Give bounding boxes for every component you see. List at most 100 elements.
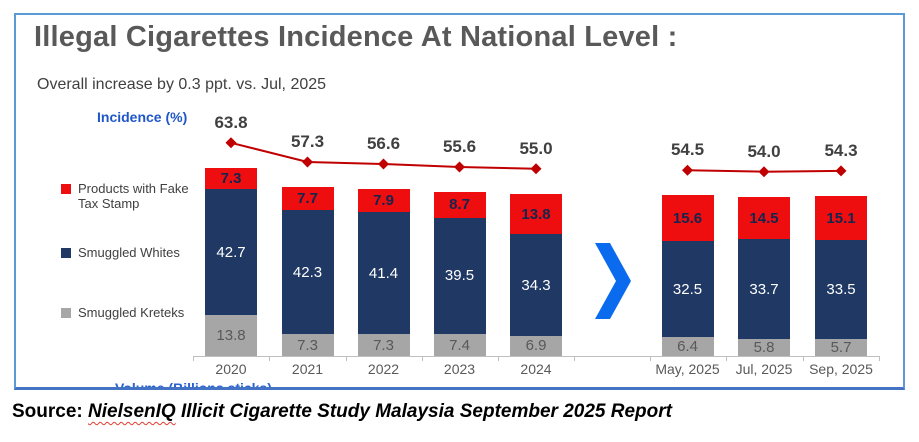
incidence-value-label: 63.8 — [214, 112, 248, 132]
segment-value-label: 42.3 — [292, 263, 323, 281]
segment-value-label: 6.9 — [525, 337, 547, 355]
x-axis-label: 2023 — [443, 361, 476, 377]
x-axis-tick — [345, 356, 347, 361]
incidence-value-label: 54.3 — [824, 140, 858, 160]
source-report-name-rest: Illicit Cigarette Study Malaysia Septemb… — [180, 401, 672, 422]
legend-label: Smuggled Kreteks — [78, 305, 185, 320]
bar-segment: 6.4 — [661, 337, 714, 356]
segment-value-label: 7.4 — [449, 336, 470, 354]
bar-segment: 7.3 — [281, 334, 334, 356]
segment-value-label: 7.3 — [220, 170, 242, 188]
next-period-chevron-icon — [595, 243, 631, 319]
x-axis-tick — [879, 356, 880, 361]
x-axis-label: 2021 — [291, 361, 324, 377]
x-axis-tick — [649, 356, 651, 361]
bar-segment: 15.6 — [661, 195, 714, 242]
bar-segment: 15.1 — [815, 195, 867, 241]
bar-segment: 14.5 — [738, 196, 790, 240]
legend-swatch-icon — [61, 248, 71, 258]
bar-segment: 34.3 — [510, 234, 562, 336]
bar-2022: 7.9 41.4 7.3 — [357, 189, 410, 356]
bar-segment: 6.9 — [510, 335, 562, 356]
bar-2024: 13.8 34.3 6.9 — [510, 193, 562, 356]
bar-segment: 8.7 — [433, 191, 486, 218]
x-axis-label: Jul, 2025 — [735, 361, 793, 377]
legend-item-2: Smuggled Kreteks — [61, 305, 190, 320]
segment-value-label: 7.3 — [297, 336, 318, 354]
bar-segment: 33.7 — [738, 239, 790, 339]
x-axis-label: Sep, 2025 — [809, 361, 873, 377]
legend-swatch-icon — [61, 184, 71, 194]
incidence-value-label: 54.0 — [747, 141, 781, 161]
incidence-value-label: 57.3 — [290, 131, 325, 151]
bar-2020: 7.3 42.7 13.8 — [205, 167, 257, 356]
bar-2023: 8.7 39.5 7.4 — [433, 191, 486, 356]
x-axis-line — [193, 356, 879, 357]
x-axis-tick — [802, 356, 804, 361]
bar-segment: 33.5 — [815, 240, 867, 340]
legend-item-1: Smuggled Whites — [61, 245, 190, 260]
volume-axis-label-clipped: Volume (Billions sticks) — [115, 380, 272, 387]
segment-value-label: 13.8 — [216, 327, 246, 345]
incidence-value-label: 55.6 — [442, 136, 477, 156]
bar-segment: 32.5 — [661, 241, 714, 338]
x-axis-label: May, 2025 — [655, 361, 720, 377]
bar-2021: 7.7 42.3 7.3 — [281, 186, 334, 356]
bar-segment: 7.4 — [433, 334, 486, 356]
segment-value-label: 15.1 — [826, 209, 856, 227]
bar-segment: 41.4 — [357, 212, 410, 335]
chart-box-content: Illegal Cigarettes Incidence At National… — [16, 15, 903, 387]
source-report-name-word: NielsenIQ — [88, 401, 176, 422]
segment-value-label: 7.3 — [373, 336, 394, 354]
segment-value-label: 8.7 — [449, 196, 470, 214]
chart-title: Illegal Cigarettes Incidence At National… — [34, 21, 678, 53]
bar-segment: 13.8 — [510, 193, 562, 235]
source-label: Source: — [12, 401, 83, 422]
incidence-value-label: 54.5 — [670, 140, 705, 160]
x-axis-label: 2020 — [215, 361, 247, 377]
bar-segment: 7.9 — [357, 189, 410, 213]
incidence-value-label: 55.0 — [519, 138, 553, 158]
segment-value-label: 33.7 — [749, 280, 779, 298]
x-axis-tick — [725, 356, 727, 361]
segment-value-label: 5.7 — [830, 339, 852, 357]
bar-segment: 5.8 — [738, 338, 790, 356]
segment-value-label: 41.4 — [368, 264, 399, 282]
segment-value-label: 7.7 — [297, 189, 318, 207]
bar-segment: 5.7 — [815, 339, 867, 356]
source-line: Source: NielsenIQ Illicit Cigarette Stud… — [12, 401, 672, 423]
chart-box: Illegal Cigarettes Incidence At National… — [14, 13, 905, 390]
bar-segment: 39.5 — [433, 217, 486, 335]
plot-area: 7.3 42.7 13.8 2020 7.7 42.3 7.3 2021 7.9 41.4 7.3 2… — [16, 15, 903, 387]
x-axis-tick — [421, 356, 423, 361]
segment-value-label: 5.8 — [753, 338, 775, 356]
segment-value-label: 39.5 — [444, 267, 475, 285]
bar-May, 2025: 15.6 32.5 6.4 — [661, 195, 714, 356]
chart-subtitle: Overall increase by 0.3 ppt. vs. Jul, 20… — [37, 76, 327, 93]
x-axis-tick — [193, 356, 194, 361]
legend-swatch-icon — [61, 308, 71, 318]
legend-label: Smuggled Whites — [78, 245, 180, 260]
bar-segment: 42.3 — [281, 209, 334, 335]
legend-item-0: Products with Fake Tax Stamp — [61, 181, 190, 212]
legend-label: Products with Fake Tax Stamp — [78, 181, 189, 212]
bar-Jul, 2025: 14.5 33.7 5.8 — [738, 196, 790, 356]
segment-value-label: 14.5 — [749, 209, 779, 227]
segment-value-label: 6.4 — [677, 338, 698, 356]
segment-value-label: 34.3 — [521, 276, 551, 294]
x-axis-tick — [574, 356, 575, 361]
segment-value-label: 13.8 — [521, 205, 551, 223]
segment-value-label: 15.6 — [672, 209, 703, 227]
segment-value-label: 7.9 — [373, 192, 394, 210]
bar-segment: 7.3 — [357, 334, 410, 356]
x-axis-tick — [497, 356, 499, 361]
segment-value-label: 33.5 — [826, 281, 856, 299]
x-axis-label: 2022 — [367, 361, 400, 377]
bar-segment: 7.7 — [281, 186, 334, 210]
segment-value-label: 32.5 — [672, 280, 703, 298]
x-axis-label: 2024 — [520, 361, 552, 377]
incidence-axis-label: Incidence (%) — [97, 109, 188, 125]
bar-segment: 13.8 — [205, 315, 257, 356]
segment-value-label: 42.7 — [216, 243, 246, 261]
